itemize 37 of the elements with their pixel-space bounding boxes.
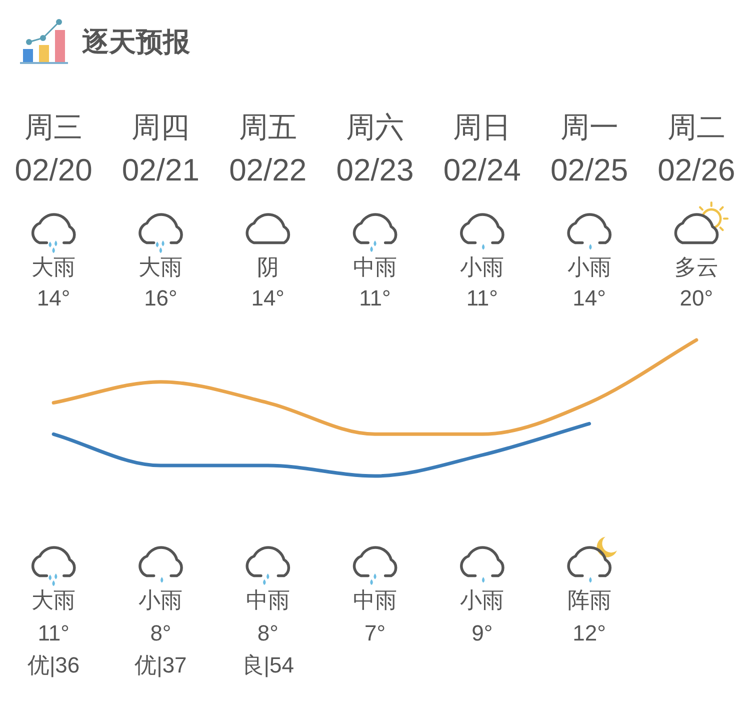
- data-label: 14°: [36, 286, 70, 310]
- text: 优|36: [27, 652, 80, 678]
- data-label: 9°: [472, 620, 493, 646]
- text: 大雨: [32, 254, 76, 280]
- data-label: 8°: [150, 620, 172, 646]
- x-tick-label: 周三 02/20: [14, 112, 92, 188]
- x-tick-label: 周四 02/21: [122, 112, 200, 188]
- x-tick-label: 周日 02/24: [443, 112, 521, 188]
- data-label: 11°: [466, 286, 498, 310]
- text: 多云: [674, 254, 718, 280]
- data-label: 11°: [38, 620, 70, 646]
- text: 小雨: [460, 254, 504, 280]
- text: 中雨: [353, 254, 397, 280]
- data-label: 14°: [572, 286, 606, 310]
- x-tick-label: 周五 02/22: [229, 112, 307, 188]
- text: 大雨: [32, 588, 76, 612]
- text: 小雨: [567, 254, 612, 280]
- data-label: 8°: [257, 620, 278, 646]
- data-label: 7°: [364, 620, 386, 646]
- text: 大雨: [138, 254, 183, 280]
- data-label: 14°: [251, 286, 284, 310]
- x-tick-label: 周一 02/25: [550, 112, 628, 188]
- text: 中雨: [246, 588, 290, 612]
- text: 阴: [256, 254, 279, 280]
- chart-title: 逐天预报: [82, 27, 191, 57]
- text: 小雨: [460, 588, 504, 612]
- text: 良|54: [242, 652, 294, 678]
- data-label: 11°: [359, 286, 391, 310]
- data-label: 16°: [144, 286, 178, 310]
- text: 小雨: [138, 588, 183, 612]
- text: 阵雨: [567, 588, 612, 612]
- x-tick-label: 周六 02/23: [336, 112, 414, 188]
- text: 中雨: [353, 588, 397, 612]
- x-tick-label: 周二 02/26: [658, 112, 736, 188]
- data-label: 12°: [572, 620, 606, 646]
- data-label: 20°: [680, 286, 714, 310]
- text: 优|37: [134, 652, 187, 678]
